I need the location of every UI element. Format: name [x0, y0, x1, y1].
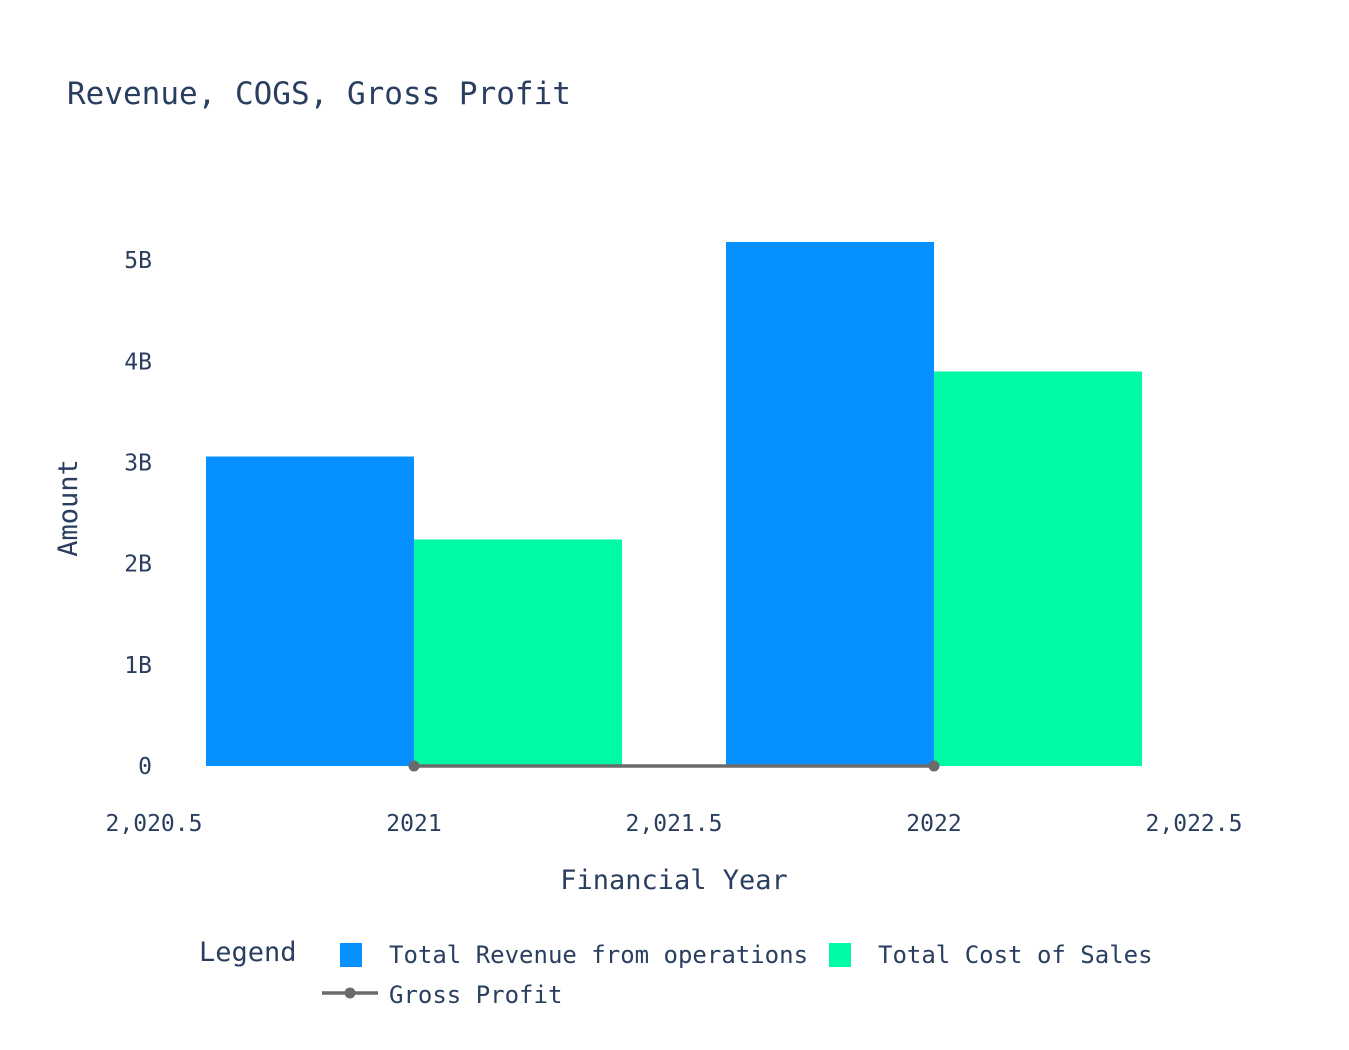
x-axis-title: Financial Year	[560, 865, 788, 896]
x-axis-ticks: 2,020.5 2021 2,021.5 2022 2,022.5	[106, 811, 1243, 837]
y-axis-title: Amount	[53, 459, 84, 557]
gross-profit-point[interactable]	[928, 760, 940, 772]
y-tick-label: 2B	[124, 552, 152, 578]
gross-profit-point[interactable]	[408, 760, 420, 772]
legend-swatch	[340, 943, 362, 967]
y-tick-label: 1B	[124, 653, 152, 679]
x-tick-label: 2,022.5	[1146, 811, 1243, 837]
y-axis-ticks: 0 1B 2B 3B 4B 5B	[124, 248, 152, 780]
legend-label: Total Revenue from operations	[389, 941, 808, 969]
bar[interactable]	[414, 539, 622, 766]
legend-title: Legend	[199, 937, 297, 968]
legend-item[interactable]: Gross Profit	[322, 981, 562, 1009]
legend-item[interactable]: Total Cost of Sales	[829, 941, 1153, 969]
bar[interactable]	[206, 456, 414, 766]
legend[interactable]: Legend Total Revenue from operations Tota…	[199, 937, 1153, 1009]
bar[interactable]	[726, 242, 934, 766]
x-tick-label: 2021	[386, 811, 441, 837]
legend-item[interactable]: Total Revenue from operations	[340, 941, 808, 969]
plot-area	[206, 242, 1142, 772]
chart-title: Revenue, COGS, Gross Profit	[67, 76, 571, 112]
legend-label: Total Cost of Sales	[878, 941, 1153, 969]
legend-swatch	[829, 943, 851, 967]
y-tick-label: 3B	[124, 451, 152, 477]
legend-marker	[344, 987, 356, 999]
x-tick-label: 2,020.5	[106, 811, 203, 837]
legend-label: Gross Profit	[389, 981, 562, 1009]
x-tick-label: 2,021.5	[626, 811, 723, 837]
x-tick-label: 2022	[906, 811, 961, 837]
bar[interactable]	[934, 371, 1142, 767]
y-tick-label: 5B	[124, 248, 152, 274]
y-tick-label: 4B	[124, 349, 152, 375]
y-tick-label: 0	[138, 754, 152, 780]
